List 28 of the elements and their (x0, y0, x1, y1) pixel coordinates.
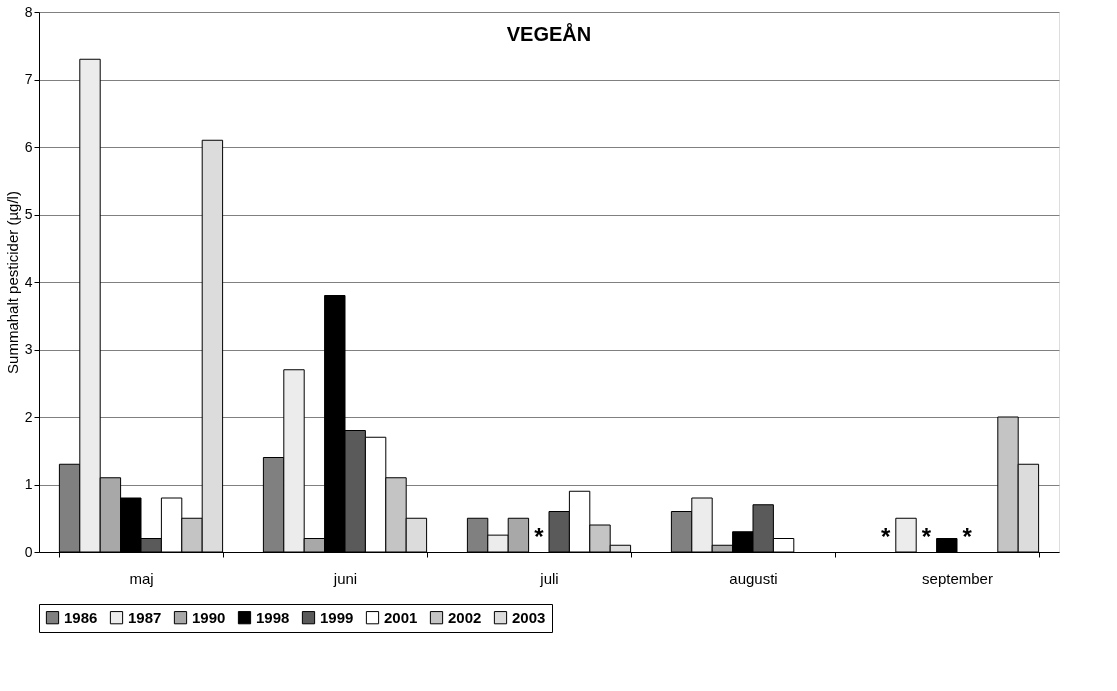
legend-label: 1986 (64, 608, 98, 626)
x-tick-label: maj (129, 569, 154, 587)
x-tick-label: september (922, 569, 993, 587)
y-tick-label: 4 (24, 273, 33, 290)
text: * (534, 523, 544, 550)
text: * (880, 523, 891, 550)
legend-label: 1990 (192, 608, 226, 626)
legend-label: 1999 (320, 608, 354, 626)
x-tick-label: juli (539, 569, 559, 587)
y-tick-label: 7 (24, 71, 33, 87)
legend-label: 1998 (256, 608, 290, 626)
legend-label: 2001 (384, 608, 418, 626)
x-tick-label: augusti (729, 569, 778, 587)
y-tick-label: 6 (24, 138, 33, 155)
legend-label: 2002 (448, 608, 482, 626)
y-tick-label: 1 (24, 476, 33, 492)
y-tick-label: 0 (24, 543, 33, 560)
y-tick-label: 8 (24, 3, 33, 20)
legend-label: 2003 (512, 608, 546, 626)
y-axis-title: Summahalt pesticider (µg/l) (3, 191, 21, 374)
x-tick-label: juni (332, 569, 358, 587)
text: * (921, 523, 932, 550)
text: VEGEÅN (506, 22, 592, 45)
y-tick-label: 2 (24, 408, 33, 425)
text: * (962, 523, 972, 550)
y-tick-label: 5 (24, 206, 33, 222)
legend-label: 1987 (128, 608, 162, 626)
y-tick-label: 3 (24, 341, 33, 357)
